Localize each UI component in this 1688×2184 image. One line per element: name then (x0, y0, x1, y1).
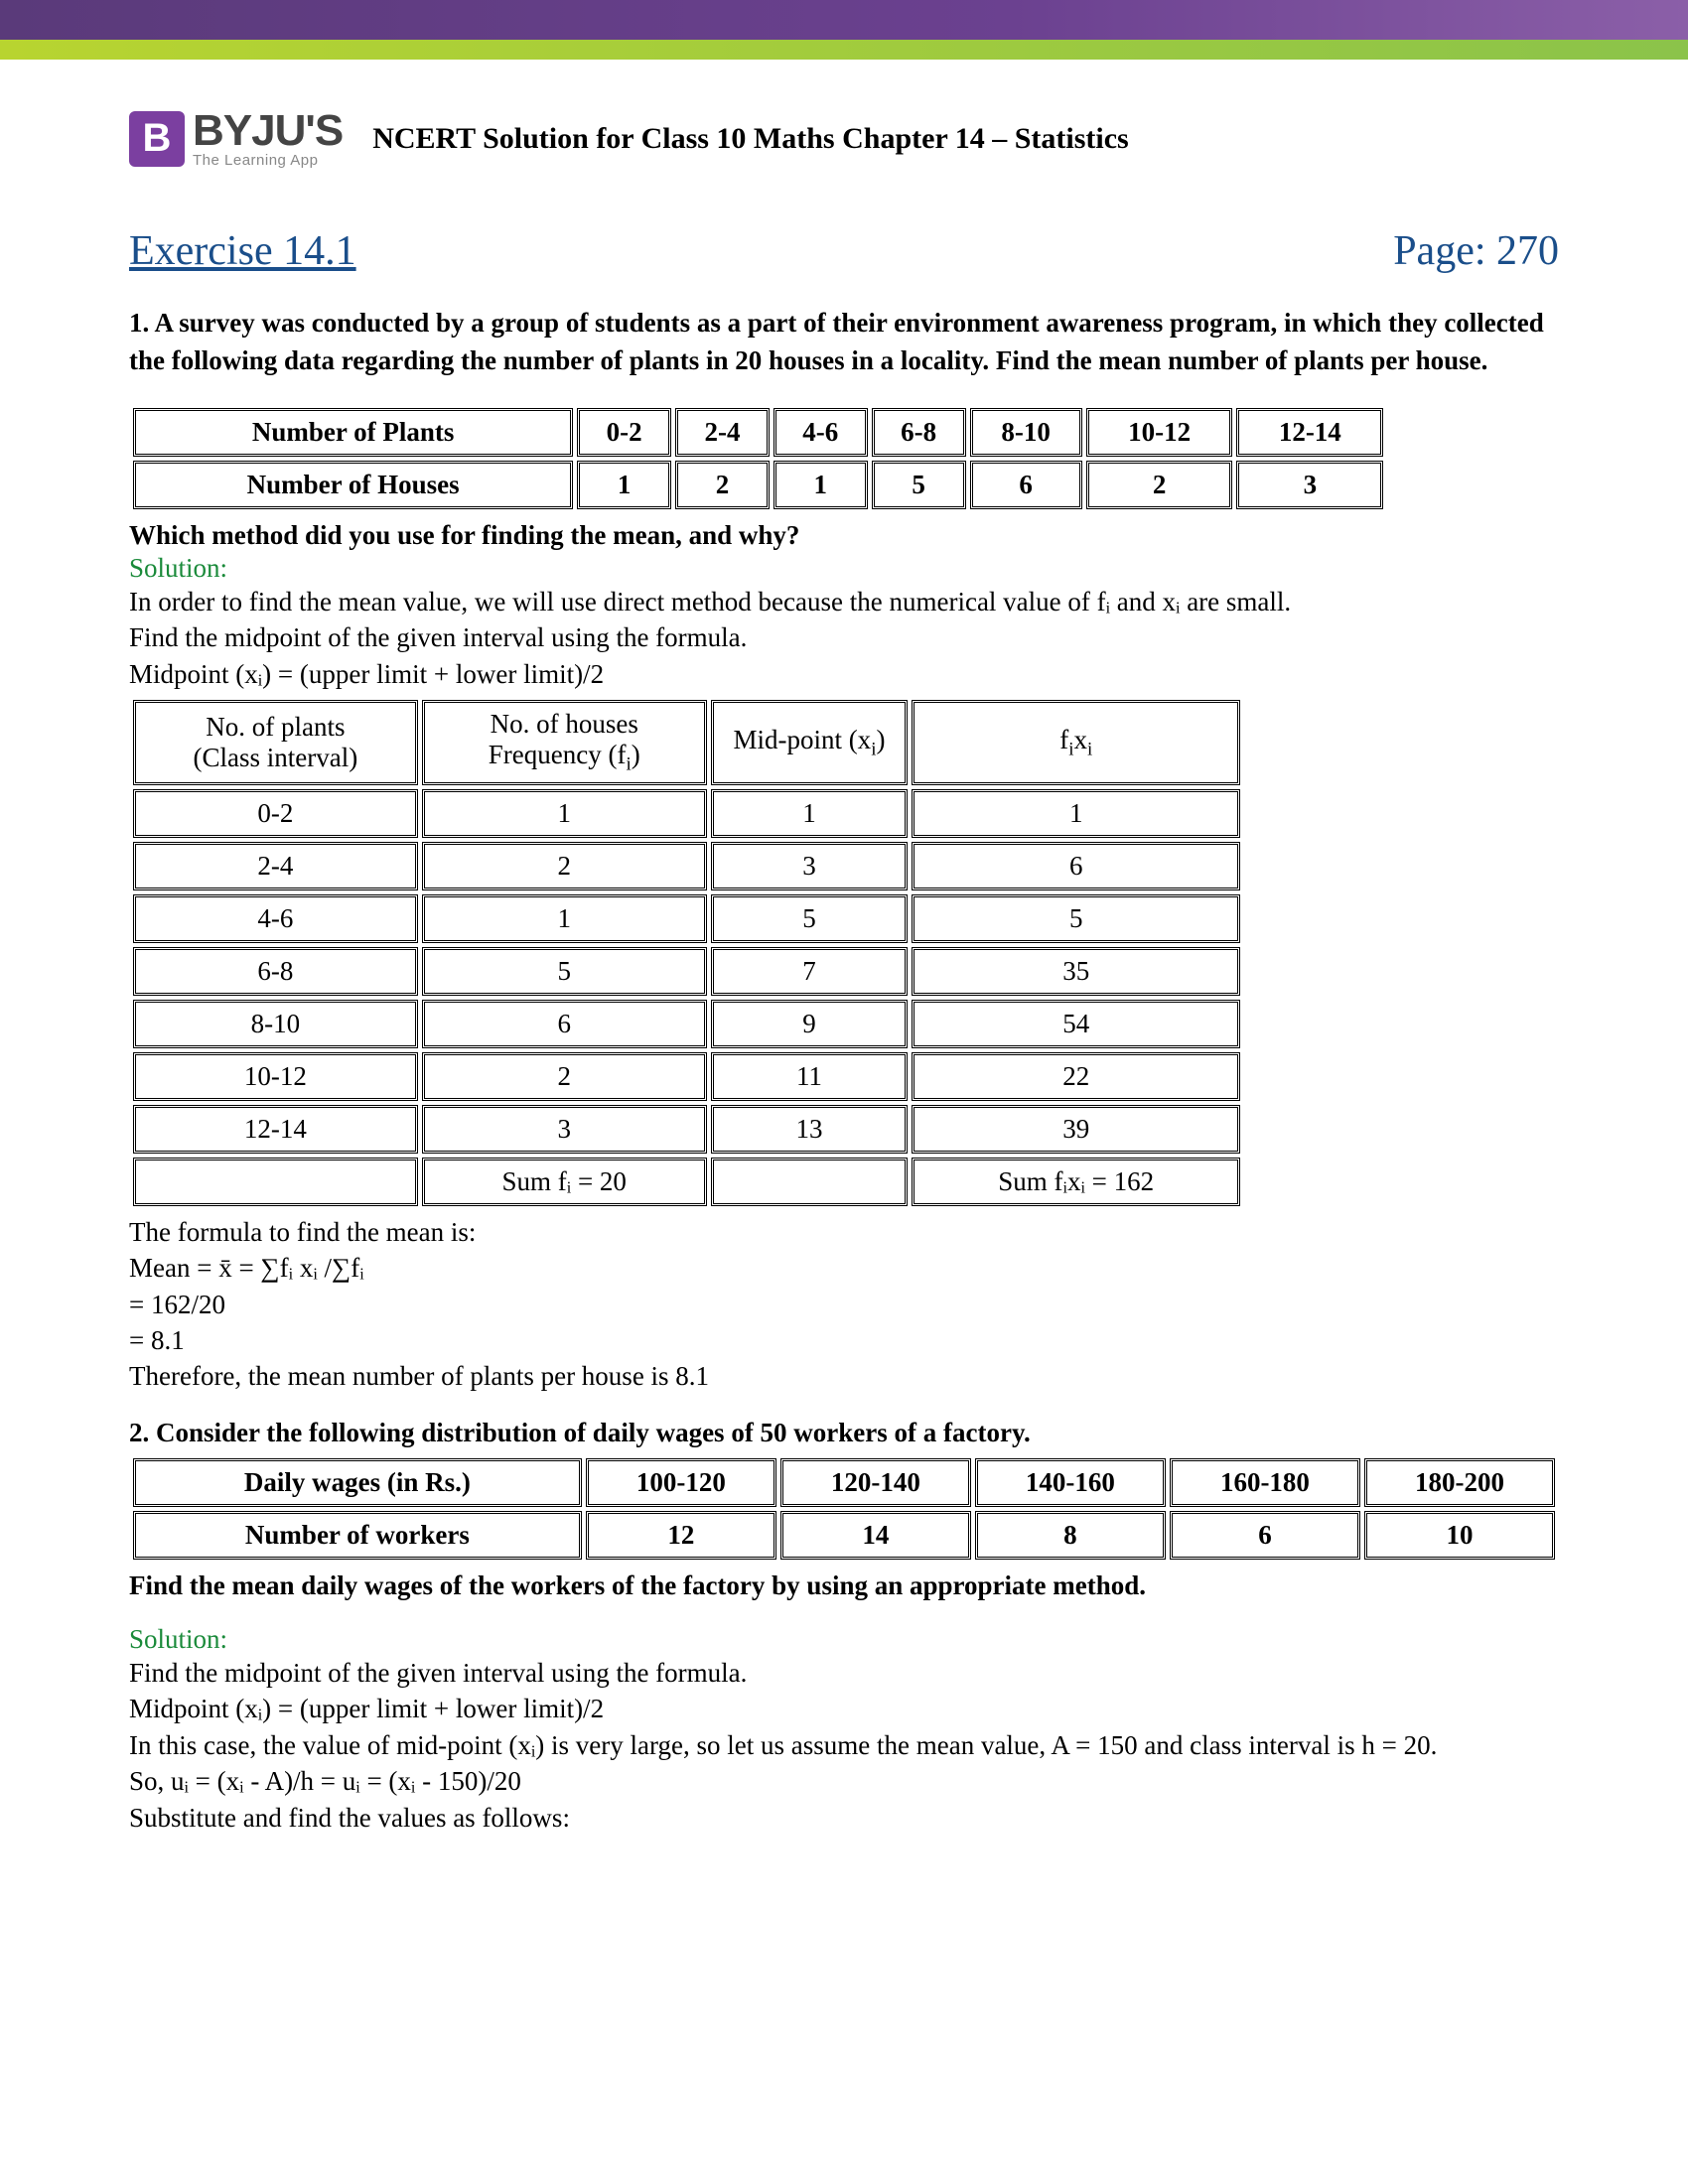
doc-title: NCERT Solution for Class 10 Maths Chapte… (372, 122, 1129, 156)
exercise-header: Exercise 14.1 Page: 270 (129, 227, 1559, 275)
q2-followup: Find the mean daily wages of the workers… (129, 1568, 1559, 1603)
table-header: No. of plants(Class interval) (133, 700, 418, 784)
page-number: Page: 270 (1393, 227, 1559, 275)
q1-sol-l2: Find the midpoint of the given interval … (129, 619, 1559, 655)
logo-badge: B (129, 111, 185, 167)
q1-solution-label: Solution: (129, 553, 1559, 584)
q2-sol-l3: In this case, the value of mid-point (xᵢ… (129, 1727, 1559, 1763)
table-header: fixi (912, 700, 1240, 784)
q1-data-table: Number of Plants 0-2 2-4 4-6 6-8 8-10 10… (129, 404, 1387, 513)
exercise-link[interactable]: Exercise 14.1 (129, 227, 356, 275)
q1-post5: Therefore, the mean number of plants per… (129, 1358, 1559, 1394)
q2-sol-l4: So, uᵢ = (xᵢ - A)/h = uᵢ = (xᵢ - 150)/20 (129, 1763, 1559, 1799)
q2-text: 2. Consider the following distribution o… (129, 1415, 1559, 1450)
green-banner (0, 40, 1688, 60)
logo-tagline: The Learning App (193, 153, 343, 168)
q1-sol-l1: In order to find the mean value, we will… (129, 584, 1559, 619)
page-content: B BYJU'S The Learning App NCERT Solution… (0, 60, 1688, 1885)
q1-sol-l3: Midpoint (xᵢ) = (upper limit + lower lim… (129, 656, 1559, 692)
q2-sol-l2: Midpoint (xᵢ) = (upper limit + lower lim… (129, 1691, 1559, 1726)
q2-sol-l1: Find the midpoint of the given interval … (129, 1655, 1559, 1691)
logo: B BYJU'S The Learning App (129, 109, 343, 168)
q1-post2: Mean = x̄ = ∑fᵢ xᵢ /∑fᵢ (129, 1250, 1559, 1286)
q2-solution-label: Solution: (129, 1624, 1559, 1655)
q1-post1: The formula to find the mean is: (129, 1214, 1559, 1250)
q1-post3: = 162/20 (129, 1287, 1559, 1322)
table-header: No. of housesFrequency (fi) (422, 700, 707, 784)
logo-name: BYJU'S (193, 109, 343, 153)
q1-calc-table: No. of plants(Class interval) No. of hou… (129, 696, 1244, 1209)
q1-text: 1. A survey was conducted by a group of … (129, 305, 1559, 380)
header: B BYJU'S The Learning App NCERT Solution… (129, 109, 1559, 168)
q1-followup: Which method did you use for finding the… (129, 517, 1559, 553)
top-banner (0, 0, 1688, 40)
q2-sol-l5: Substitute and find the values as follow… (129, 1800, 1559, 1836)
q1-post4: = 8.1 (129, 1322, 1559, 1358)
table-header: Mid-point (xi) (711, 700, 909, 784)
q2-data-table: Daily wages (in Rs.) 100-120 120-140 140… (129, 1454, 1559, 1564)
